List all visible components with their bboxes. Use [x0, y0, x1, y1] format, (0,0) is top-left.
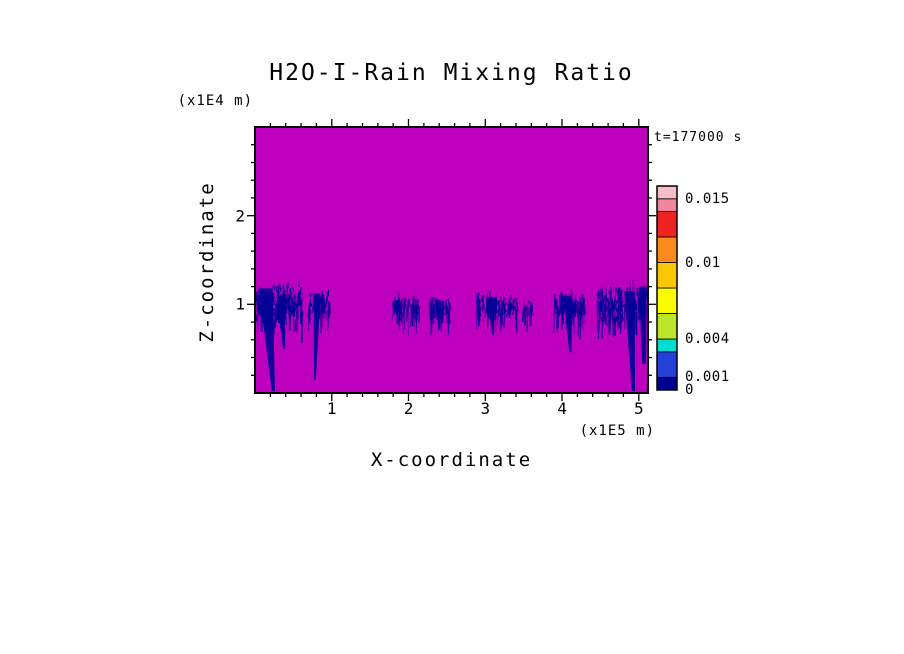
- y-axis-unit-label: (x1E4 m): [177, 93, 253, 109]
- z-tick-label: 2: [235, 206, 245, 226]
- x-tick-label: 3: [480, 399, 491, 418]
- colorbar-label: 0.001: [685, 369, 730, 386]
- x-tick-label: 4: [557, 399, 567, 418]
- colorbar: [656, 185, 678, 391]
- x-axis-title: X-coordinate: [370, 449, 533, 471]
- z-tick-label: 1: [235, 294, 245, 314]
- plot-area: [255, 127, 648, 393]
- x-axis-unit-label: (x1E5 m): [579, 423, 655, 439]
- x-tick-label: 5: [633, 399, 644, 418]
- x-tick-label: 2: [403, 399, 414, 418]
- colorbar-label: 0.004: [685, 331, 730, 347]
- colorbar-label: 0.01: [685, 254, 721, 271]
- rain-layer: [255, 279, 648, 392]
- colorbar-label: 0.015: [685, 190, 730, 207]
- chart-title: H2O-I-Rain Mixing Ratio: [269, 60, 634, 86]
- plot-border: [254, 126, 649, 394]
- x-tick-label: 1: [326, 399, 337, 418]
- colorbar-label: 0: [685, 382, 694, 398]
- time-annotation: t=177000 s: [654, 130, 743, 145]
- ticks-layer: [247, 119, 656, 401]
- colorbar-border: [656, 185, 678, 391]
